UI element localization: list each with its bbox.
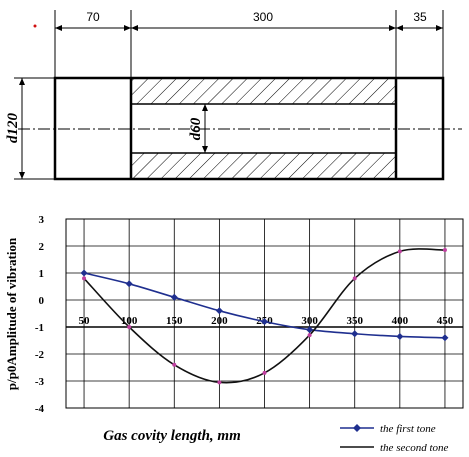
data-point-series-1 xyxy=(396,332,404,340)
grid-lines xyxy=(66,219,463,408)
legend: the first tone the second tone xyxy=(340,423,449,454)
data-point-series-2 xyxy=(262,370,267,375)
data-point-series-1 xyxy=(351,330,359,338)
y-axis-label: p/p0Amplitude of vibration xyxy=(4,237,19,390)
upper-wall-hatch xyxy=(131,78,396,104)
lower-wall-hatch xyxy=(131,153,396,179)
legend-diamond-icon xyxy=(353,424,361,432)
y-tick-label: -3 xyxy=(35,376,45,388)
data-point-series-2 xyxy=(352,276,357,281)
y-tick-label: 2 xyxy=(39,241,45,253)
data-point-series-1 xyxy=(125,280,133,288)
x-axis-label: Gas covity length, mm xyxy=(103,428,241,444)
outer-diameter-label: d120 xyxy=(5,113,21,144)
y-tick-label: 0 xyxy=(39,295,45,307)
x-tick-label: 350 xyxy=(346,315,363,327)
data-point-series-2 xyxy=(127,325,132,329)
y-tick-label: 1 xyxy=(39,268,45,280)
data-point-series-1 xyxy=(441,334,449,342)
x-tick-label: 50 xyxy=(79,315,91,327)
data-point-series-2 xyxy=(217,380,222,385)
inner-diameter-label: d60 xyxy=(188,117,204,140)
y-tick-label: -2 xyxy=(35,349,45,361)
series-layer xyxy=(80,248,449,385)
data-point-series-1 xyxy=(170,293,178,301)
y-tick-label: -4 xyxy=(35,403,45,415)
data-point-series-2 xyxy=(397,249,402,254)
red-dot xyxy=(33,24,37,28)
data-point-series-1 xyxy=(80,269,88,277)
data-point-series-1 xyxy=(306,326,314,334)
x-tick-label: 300 xyxy=(301,315,318,327)
y-tick-label: -1 xyxy=(35,322,44,334)
dim-label-35: 35 xyxy=(413,10,427,24)
data-point-series-2 xyxy=(442,248,447,253)
legend-label-second-tone: the second tone xyxy=(380,442,449,454)
data-point-series-1 xyxy=(215,307,223,315)
dim-label-300: 300 xyxy=(253,10,273,24)
x-tick-label: 450 xyxy=(437,315,454,327)
y-tick-label: 3 xyxy=(39,214,45,226)
dim-label-70: 70 xyxy=(86,10,100,24)
data-point-series-1 xyxy=(261,318,268,326)
data-point-series-2 xyxy=(172,362,177,367)
y-tick-labels: 3 2 1 0 -1 -2 -3 -4 xyxy=(35,214,45,415)
data-point-series-2 xyxy=(82,276,87,281)
cylinder-diagram: 70 300 35 d120 d60 xyxy=(5,10,462,181)
x-tick-label: 400 xyxy=(392,315,409,327)
data-point-series-2 xyxy=(307,333,312,338)
x-tick-label: 150 xyxy=(166,315,183,327)
x-tick-label: 200 xyxy=(211,315,228,327)
legend-label-first-tone: the first tone xyxy=(380,423,436,435)
